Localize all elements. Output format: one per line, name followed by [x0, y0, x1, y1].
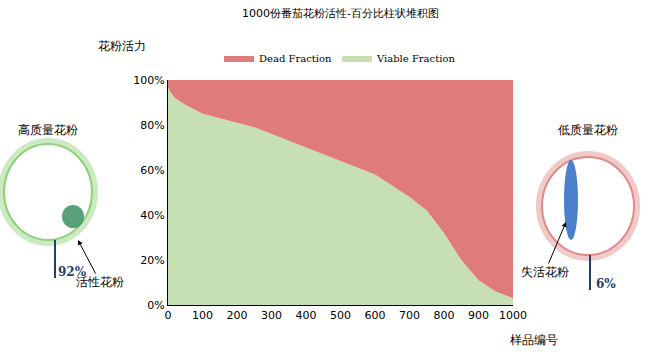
svg-text:1000份番茄花粉活性-百分比柱状堆积图: 1000份番茄花粉活性-百分比柱状堆积图 [242, 7, 439, 20]
svg-text:失活花粉: 失活花粉 [521, 265, 569, 279]
svg-text:100%: 100% [133, 74, 164, 87]
svg-text:700: 700 [399, 309, 420, 322]
svg-text:200: 200 [227, 309, 248, 322]
svg-text:800: 800 [434, 309, 455, 322]
svg-text:600: 600 [365, 309, 386, 322]
svg-text:Dead Fraction: Dead Fraction [259, 53, 332, 64]
svg-text:低质量花粉: 低质量花粉 [558, 123, 618, 137]
svg-text:300: 300 [261, 309, 282, 322]
svg-text:500: 500 [330, 309, 351, 322]
svg-text:1000: 1000 [499, 309, 527, 322]
svg-text:0: 0 [165, 309, 172, 322]
svg-text:0%: 0% [147, 299, 164, 312]
svg-text:92%: 92% [58, 265, 87, 279]
svg-text:80%: 80% [140, 119, 164, 132]
svg-text:样品编号: 样品编号 [510, 333, 558, 347]
svg-text:高质量花粉: 高质量花粉 [18, 123, 78, 137]
svg-text:900: 900 [468, 309, 489, 322]
svg-text:100: 100 [192, 309, 213, 322]
svg-text:Viable Fraction: Viable Fraction [376, 53, 455, 64]
svg-text:40%: 40% [140, 209, 164, 222]
svg-text:活性花粉: 活性花粉 [76, 275, 124, 289]
svg-text:400: 400 [296, 309, 317, 322]
svg-text:60%: 60% [140, 164, 164, 177]
svg-text:花粉活力: 花粉活力 [98, 39, 146, 53]
svg-text:20%: 20% [140, 254, 164, 267]
svg-text:6%: 6% [596, 277, 616, 291]
